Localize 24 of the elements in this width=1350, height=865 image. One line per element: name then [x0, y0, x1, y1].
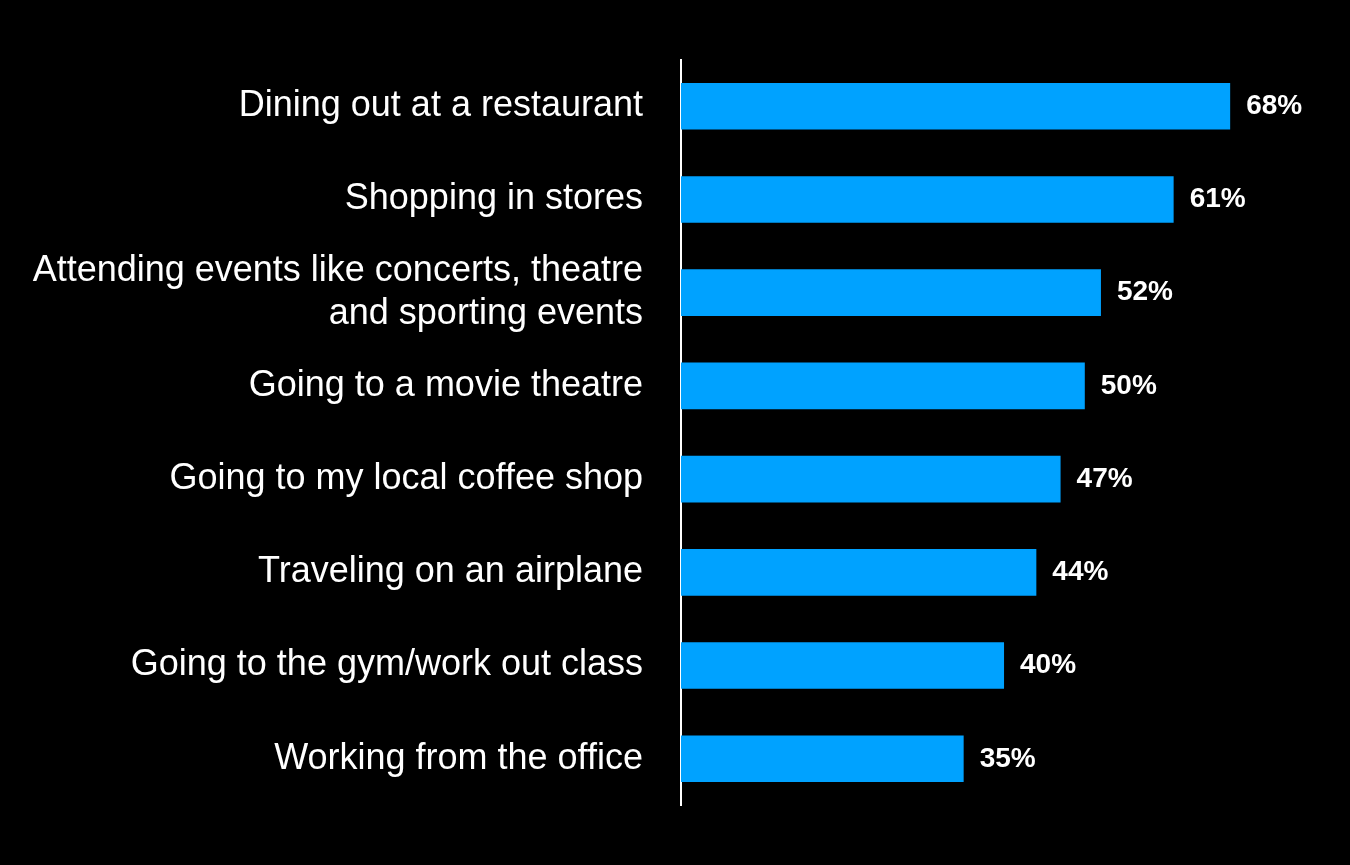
- data-label: 61%: [1189, 182, 1246, 214]
- bar: [681, 82, 1231, 130]
- y-tick-label: Attending events like concerts, theatre and sporting events: [32, 247, 643, 333]
- data-label: 40%: [1020, 648, 1077, 680]
- bar: [681, 362, 1085, 410]
- bar: [681, 455, 1061, 503]
- bar: [681, 269, 1101, 316]
- data-label: 68%: [1246, 88, 1303, 120]
- data-label: 47%: [1076, 461, 1133, 493]
- y-tick-label: Working from the office: [274, 735, 643, 777]
- y-tick-label: Going to a movie theatre: [248, 362, 643, 404]
- data-label: 52%: [1116, 275, 1174, 307]
- y-tick-label: Dining out at a restaurant: [238, 83, 643, 125]
- bar: [681, 549, 1037, 596]
- data-label: 50%: [1100, 368, 1157, 400]
- y-tick-label: Shopping in stores: [344, 176, 643, 218]
- y-tick-label: Going to my local coffee shop: [169, 456, 643, 498]
- y-tick-label: Going to the gym/work out class: [130, 642, 643, 684]
- y-tick-label: Traveling on an airplane: [258, 549, 643, 591]
- bar: [681, 176, 1174, 223]
- bar: [681, 642, 1005, 689]
- data-label: 44%: [1052, 555, 1109, 587]
- bar: [681, 735, 964, 783]
- data-label: 35%: [979, 741, 1036, 773]
